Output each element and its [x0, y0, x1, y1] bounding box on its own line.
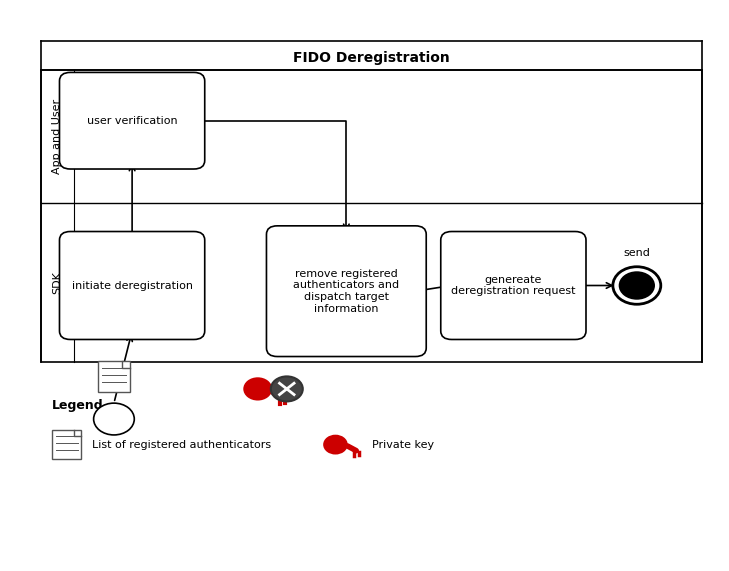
FancyBboxPatch shape: [267, 226, 426, 356]
Text: List of registered authenticators: List of registered authenticators: [92, 440, 271, 449]
Circle shape: [93, 403, 134, 435]
FancyBboxPatch shape: [60, 231, 205, 340]
Text: initiate deregistration: initiate deregistration: [71, 280, 192, 291]
Text: genereate
deregistration request: genereate deregistration request: [451, 275, 576, 296]
Text: user verification: user verification: [87, 116, 177, 126]
Circle shape: [619, 271, 655, 300]
Circle shape: [245, 379, 270, 399]
Text: Private key: Private key: [372, 440, 434, 449]
Text: remove registered
authenticators and
dispatch target
information: remove registered authenticators and dis…: [293, 269, 399, 313]
Text: App and User: App and User: [52, 99, 62, 174]
Circle shape: [270, 376, 303, 401]
FancyBboxPatch shape: [52, 431, 81, 459]
FancyArrowPatch shape: [272, 391, 282, 397]
FancyBboxPatch shape: [98, 361, 130, 392]
FancyBboxPatch shape: [42, 70, 702, 362]
Circle shape: [613, 267, 660, 304]
Text: Legend: Legend: [52, 399, 104, 412]
Text: SDK: SDK: [52, 271, 62, 294]
Text: FIDO Deregistration: FIDO Deregistration: [293, 51, 450, 65]
FancyBboxPatch shape: [441, 231, 586, 340]
Text: send: send: [623, 248, 650, 258]
FancyBboxPatch shape: [60, 73, 205, 169]
FancyArrowPatch shape: [347, 446, 356, 451]
Circle shape: [324, 436, 346, 453]
